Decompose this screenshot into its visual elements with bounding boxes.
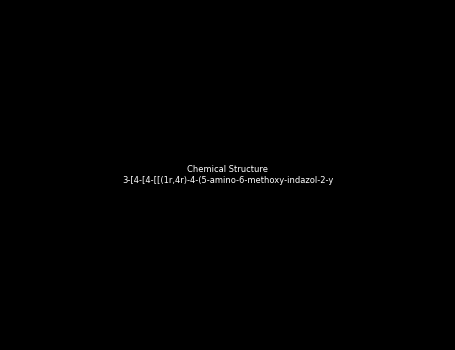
Text: Chemical Structure
3-[4-[4-[[(1r,4r)-4-(5-amino-6-methoxy-indazol-2-y: Chemical Structure 3-[4-[4-[[(1r,4r)-4-(… [122,165,333,185]
